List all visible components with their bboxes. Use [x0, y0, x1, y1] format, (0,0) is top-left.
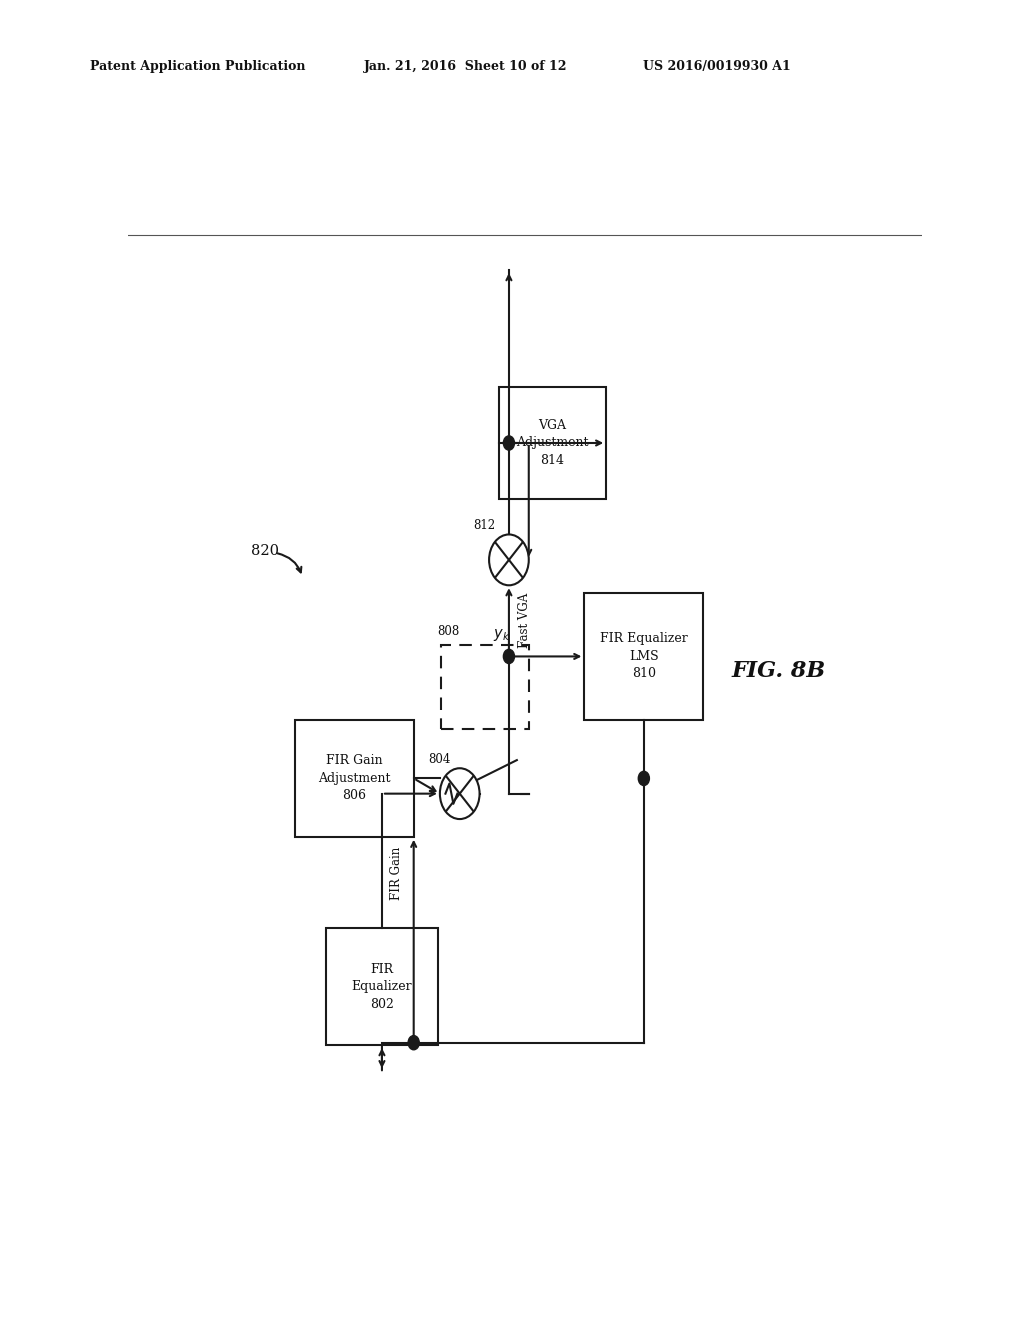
Text: $y_k$: $y_k$	[494, 627, 510, 643]
Text: FIG. 8B: FIG. 8B	[731, 660, 825, 681]
Text: FIR
Equalizer
802: FIR Equalizer 802	[351, 962, 413, 1011]
FancyBboxPatch shape	[441, 645, 528, 729]
Text: FIR Gain
Adjustment
806: FIR Gain Adjustment 806	[317, 755, 390, 803]
Text: 812: 812	[473, 519, 496, 532]
FancyBboxPatch shape	[499, 387, 606, 499]
Circle shape	[504, 649, 514, 664]
Text: 808: 808	[437, 626, 460, 638]
Text: US 2016/0019930 A1: US 2016/0019930 A1	[643, 59, 791, 73]
Text: FIR Equalizer
LMS
810: FIR Equalizer LMS 810	[600, 632, 688, 680]
Text: Patent Application Publication: Patent Application Publication	[90, 59, 305, 73]
Text: Jan. 21, 2016  Sheet 10 of 12: Jan. 21, 2016 Sheet 10 of 12	[364, 59, 567, 73]
Circle shape	[638, 771, 649, 785]
Circle shape	[409, 1036, 419, 1049]
Text: 804: 804	[428, 754, 451, 766]
Text: 820: 820	[251, 544, 279, 558]
Text: Fast VGA: Fast VGA	[518, 593, 531, 648]
FancyBboxPatch shape	[327, 928, 437, 1045]
Circle shape	[504, 436, 514, 450]
Circle shape	[489, 535, 528, 585]
FancyBboxPatch shape	[295, 719, 414, 837]
Text: VGA
Adjustment
814: VGA Adjustment 814	[516, 418, 589, 467]
Text: FIR Gain: FIR Gain	[390, 847, 402, 900]
FancyBboxPatch shape	[585, 593, 703, 719]
Circle shape	[440, 768, 479, 818]
